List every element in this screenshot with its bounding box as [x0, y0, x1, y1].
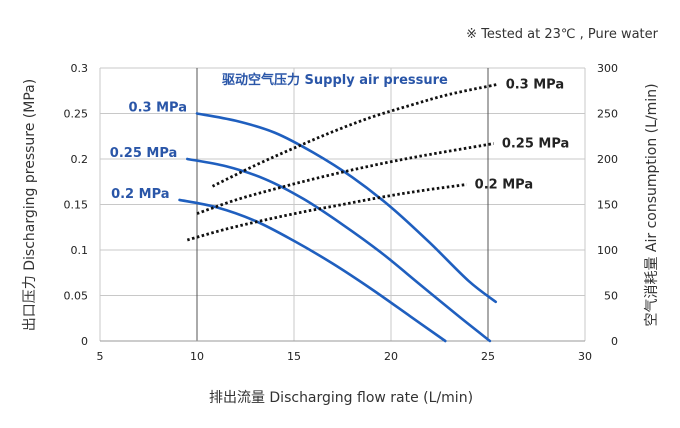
- pressure-curve: [178, 198, 447, 343]
- y2-tick-label: 150: [597, 199, 618, 212]
- y-tick-label: 0.05: [64, 290, 89, 303]
- series-labels: 0.3 MPa 0.25 MPa 0.2 MPa 0.3 MPa 0.25 MPa 0.2…: [110, 77, 570, 202]
- legend-title: 驱动空气压力 Supply air pressure: [222, 72, 448, 88]
- pressure-curve-label: 0.25 MPa: [110, 146, 178, 161]
- y2-tick-label: 100: [597, 244, 618, 257]
- air-curve-label: 0.25 MPa: [502, 137, 570, 152]
- x-tick-label: 20: [384, 350, 398, 363]
- x-tick-label: 10: [190, 350, 204, 363]
- series: [178, 83, 498, 343]
- grid: [99, 67, 586, 342]
- y2-tick-label: 300: [597, 62, 618, 75]
- air-curve-label: 0.3 MPa: [506, 77, 564, 92]
- air-curve-label: 0.2 MPa: [475, 177, 533, 192]
- test-note: ※ Tested at 23℃ , Pure water: [466, 27, 658, 42]
- y2-tick-label: 50: [604, 290, 618, 303]
- y2-tick-label: 250: [597, 108, 618, 121]
- y-tick-label: 0.25: [64, 108, 89, 121]
- y2-tick-label: 0: [611, 335, 618, 348]
- air-consumption-curve: [211, 83, 498, 188]
- air-consumption-curve: [196, 142, 495, 215]
- x-tick-label: 15: [287, 350, 301, 363]
- y2-axis-title: 空气消耗量 Air consumption (L/min): [644, 83, 660, 326]
- y-axis-title: 出口压力 Discharging pressure (MPa): [22, 79, 38, 331]
- x-tick-label: 5: [97, 350, 104, 363]
- y-tick-label: 0.1: [71, 244, 89, 257]
- pressure-curve-label: 0.3 MPa: [129, 101, 187, 116]
- y-tick-label: 0: [81, 335, 88, 348]
- y2-tick-label: 200: [597, 153, 618, 166]
- pressure-curve-label: 0.2 MPa: [111, 187, 169, 202]
- x-tick-label: 25: [481, 350, 495, 363]
- pressure-curve: [195, 112, 498, 304]
- y-tick-label: 0.15: [64, 199, 89, 212]
- x-axis-title: 排出流量 Discharging flow rate (L/min): [209, 390, 473, 406]
- tick-labels: 5 10 15 20 25 3000.050.10.150.20.250.30501001…: [64, 62, 619, 363]
- y-tick-label: 0.3: [71, 62, 89, 75]
- y-tick-label: 0.2: [71, 153, 89, 166]
- pressure-curve: [186, 157, 492, 343]
- x-tick-label: 30: [578, 350, 592, 363]
